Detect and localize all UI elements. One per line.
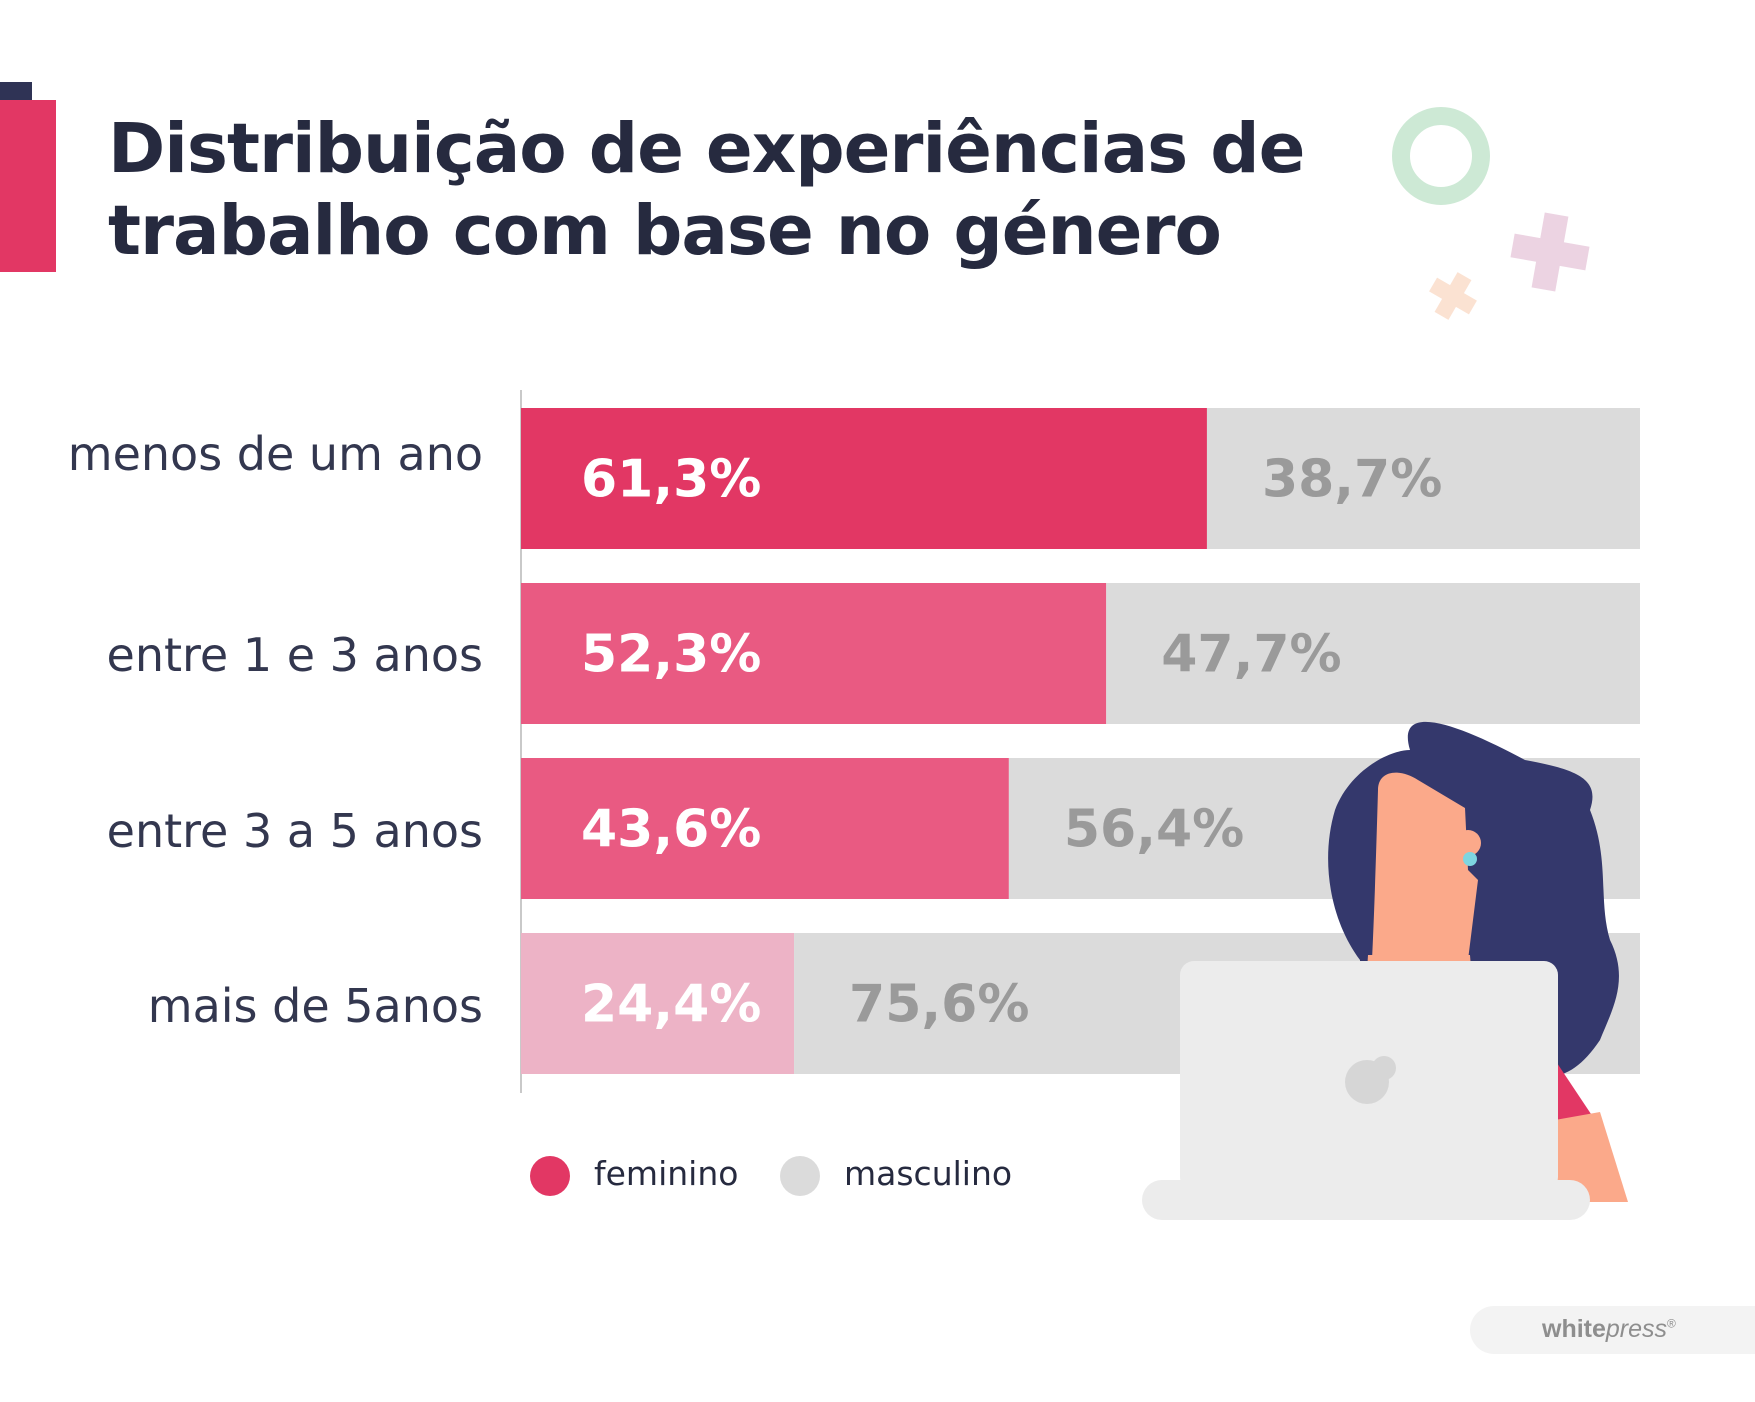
category-label: entre 3 a 5 anos bbox=[106, 804, 483, 858]
brand-italic: press bbox=[1605, 1315, 1668, 1343]
bar-feminino bbox=[521, 583, 1107, 724]
bar-feminino bbox=[521, 408, 1207, 549]
bar-masculino bbox=[1106, 583, 1640, 724]
laptop-logo-icon bbox=[1345, 1056, 1396, 1104]
ear bbox=[1455, 830, 1481, 856]
arm bbox=[1555, 1112, 1628, 1202]
legend-dot-feminino bbox=[530, 1156, 570, 1196]
plus-small-decoration-icon bbox=[1429, 272, 1477, 320]
bar-feminino bbox=[521, 758, 1009, 899]
bar-feminino bbox=[521, 933, 795, 1074]
value-label-feminino: 52,3% bbox=[581, 625, 761, 685]
brand-bold: white bbox=[1542, 1315, 1606, 1343]
page-title: Distribuição de experiências de trabalho… bbox=[108, 108, 1358, 272]
brand-badge: whitepress® bbox=[1470, 1306, 1755, 1354]
legend-label: masculino bbox=[844, 1154, 1013, 1193]
shirt bbox=[1555, 1060, 1595, 1128]
value-labels-layer: 61,3% 38,7% 52,3% 47,7% 43,6% 56,4% 24,4% 75,6% bbox=[581, 450, 1442, 1035]
plus-decoration-icon bbox=[1510, 212, 1590, 292]
value-label-masculino: 38,7% bbox=[1262, 450, 1442, 510]
brand-mark: ® bbox=[1667, 1316, 1676, 1331]
legend-dot-masculino bbox=[780, 1156, 820, 1196]
value-label-masculino: 75,6% bbox=[849, 975, 1029, 1035]
title-line-2: trabalho com base no género bbox=[108, 191, 1222, 271]
laptop-base bbox=[1142, 1180, 1590, 1220]
accent-bar bbox=[0, 100, 56, 272]
value-label-masculino: 47,7% bbox=[1161, 625, 1341, 685]
value-label-masculino: 56,4% bbox=[1064, 800, 1244, 860]
value-label-feminino: 43,6% bbox=[581, 800, 761, 860]
legend-label: feminino bbox=[594, 1154, 739, 1193]
category-label: mais de 5anos bbox=[147, 979, 483, 1033]
bar-masculino bbox=[1206, 408, 1640, 549]
face bbox=[1372, 772, 1478, 960]
ring-decoration-icon bbox=[1392, 107, 1490, 205]
value-label-feminino: 24,4% bbox=[581, 975, 761, 1035]
value-label-feminino: 61,3% bbox=[581, 450, 761, 510]
category-label: menos de um ano bbox=[67, 427, 483, 481]
earring-icon bbox=[1463, 852, 1477, 866]
title-line-1: Distribuição de experiências de bbox=[108, 109, 1305, 189]
brand-logo: whitepress® bbox=[1542, 1315, 1676, 1344]
category-label: entre 1 e 3 anos bbox=[106, 628, 483, 682]
